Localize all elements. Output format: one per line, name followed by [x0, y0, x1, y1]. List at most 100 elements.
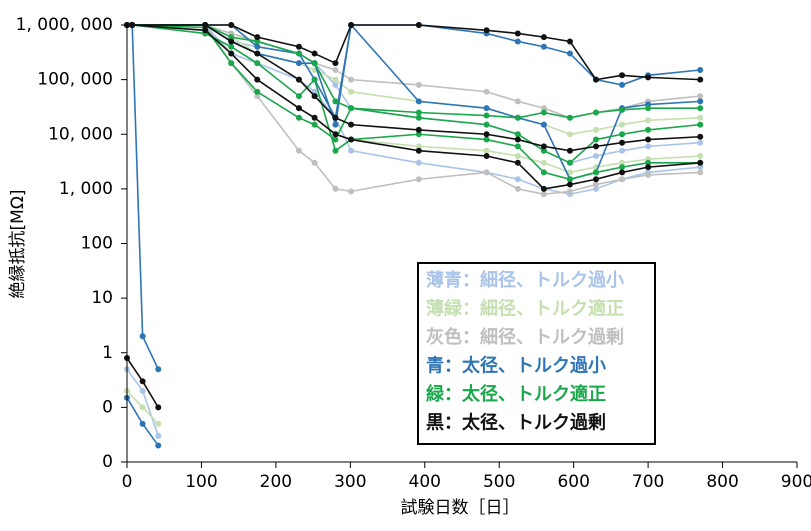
data-point — [540, 43, 547, 50]
data-point — [697, 121, 704, 128]
data-point — [228, 22, 235, 28]
data-point — [295, 50, 302, 57]
data-point — [483, 105, 490, 112]
data-point — [254, 43, 261, 50]
data-point — [295, 147, 302, 154]
series-line — [127, 23, 701, 181]
data-point — [155, 366, 162, 373]
x-tick-label: 600 — [557, 472, 589, 492]
data-point — [697, 93, 704, 100]
data-point — [619, 164, 626, 171]
data-point — [697, 105, 704, 112]
data-point — [311, 159, 318, 166]
data-point — [254, 60, 261, 67]
data-point — [645, 159, 652, 166]
data-point — [295, 43, 302, 50]
data-point — [139, 404, 146, 411]
data-point — [540, 191, 547, 198]
data-point — [697, 98, 704, 105]
data-point — [514, 114, 521, 121]
data-point — [645, 143, 652, 150]
data-point — [155, 442, 162, 449]
data-point — [514, 185, 521, 192]
data-point — [697, 169, 704, 176]
data-point — [645, 171, 652, 178]
data-point — [514, 176, 521, 183]
data-point — [566, 131, 573, 138]
data-point — [593, 185, 599, 192]
data-point — [332, 131, 339, 138]
data-point — [415, 159, 422, 166]
data-point — [311, 121, 318, 128]
data-point — [155, 420, 162, 427]
data-point — [311, 60, 318, 67]
legend-entry: 緑：太径、トルク適正 — [426, 383, 606, 405]
data-point — [566, 176, 573, 183]
data-point — [697, 164, 704, 171]
data-point — [514, 98, 521, 105]
data-point — [348, 76, 355, 83]
data-point — [645, 136, 652, 143]
data-point — [540, 109, 547, 116]
legend-entry: 薄青：細径、トルク過小 — [426, 269, 624, 291]
data-point — [295, 93, 302, 100]
data-point — [415, 176, 422, 183]
data-point — [332, 121, 339, 128]
data-point — [619, 159, 626, 166]
data-point — [348, 105, 355, 112]
data-point — [619, 121, 626, 128]
data-point — [228, 34, 235, 41]
data-point — [254, 34, 261, 41]
data-point — [514, 30, 521, 37]
data-point — [540, 147, 547, 154]
data-point — [566, 38, 573, 45]
data-point — [697, 139, 704, 146]
x-tick-label: 500 — [483, 472, 515, 492]
data-point — [332, 81, 339, 88]
data-point — [566, 114, 573, 121]
data-point — [697, 76, 704, 83]
x-tick-label: 900 — [781, 472, 811, 492]
data-point — [332, 67, 339, 74]
data-point — [332, 60, 339, 67]
data-point — [332, 136, 339, 143]
data-point — [514, 152, 521, 159]
data-point — [348, 136, 355, 143]
data-point — [139, 420, 146, 427]
x-tick-label: 700 — [632, 472, 664, 492]
y-tick-label: 1, 000, 000 — [16, 15, 113, 35]
data-point — [593, 136, 599, 143]
x-tick-label: 200 — [260, 472, 292, 492]
data-point — [619, 81, 626, 88]
data-point — [129, 22, 136, 28]
data-point — [619, 72, 626, 79]
data-point — [593, 143, 599, 150]
data-point — [228, 38, 235, 45]
data-point — [348, 22, 355, 28]
data-point — [566, 159, 573, 166]
data-point — [645, 74, 652, 81]
data-point — [415, 109, 422, 116]
data-point — [697, 133, 704, 140]
data-point — [228, 50, 235, 57]
data-point — [228, 43, 235, 50]
x-axis-label: 試験日数［日］ — [401, 498, 520, 518]
data-point — [619, 106, 626, 113]
data-point — [566, 50, 573, 57]
data-point — [566, 169, 573, 176]
data-point — [295, 60, 302, 67]
data-point — [415, 131, 422, 138]
data-point — [415, 22, 422, 28]
data-point — [295, 76, 302, 83]
data-point — [593, 109, 599, 116]
x-tick-label: 0 — [122, 472, 133, 492]
series-line — [127, 24, 701, 119]
legend-entry: 黒：太径、トルク過剰 — [426, 412, 606, 434]
data-point — [645, 105, 652, 112]
data-point — [619, 131, 626, 138]
data-point — [228, 60, 235, 67]
data-point — [619, 139, 626, 146]
data-point — [415, 147, 422, 154]
data-point — [593, 76, 599, 83]
data-point — [619, 147, 626, 154]
